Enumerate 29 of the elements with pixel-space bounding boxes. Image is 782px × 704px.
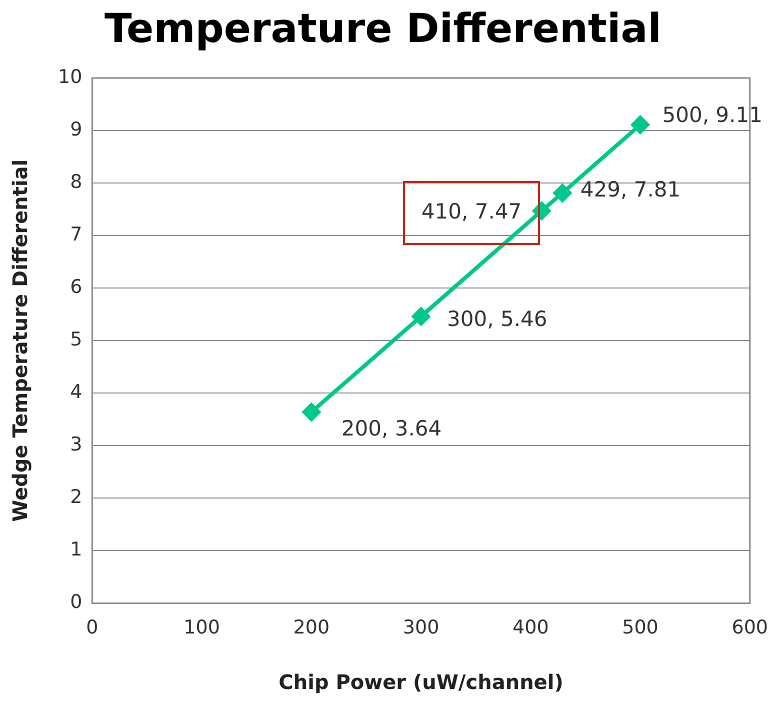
data-label: 410, 7.47 bbox=[421, 199, 522, 224]
x-tick-label: 400 bbox=[512, 616, 549, 639]
y-tick-label: 1 bbox=[70, 538, 82, 561]
x-tick-label: 200 bbox=[293, 616, 330, 639]
y-tick-label: 2 bbox=[70, 486, 82, 508]
y-axis-title: Wedge Temperature Differential bbox=[8, 159, 32, 522]
x-tick-label: 0 bbox=[86, 616, 98, 639]
data-label: 429, 7.81 bbox=[580, 177, 681, 202]
y-tick-label: 10 bbox=[58, 66, 82, 88]
x-tick-label: 100 bbox=[184, 616, 220, 639]
y-tick-label: 9 bbox=[70, 118, 82, 140]
x-tick-label: 600 bbox=[732, 616, 768, 639]
y-tick-label: 7 bbox=[70, 223, 82, 246]
point bbox=[302, 403, 320, 422]
point bbox=[412, 307, 430, 326]
y-tick-label: 4 bbox=[70, 381, 82, 404]
y-tick-label: 0 bbox=[70, 591, 82, 614]
x-tick-label: 300 bbox=[402, 616, 440, 639]
data-label: 200, 3.64 bbox=[341, 416, 442, 440]
chart-title: Temperature Differential bbox=[104, 6, 662, 52]
x-tick-label: 500 bbox=[622, 616, 658, 639]
point bbox=[631, 116, 650, 134]
y-tick-label: 8 bbox=[70, 170, 82, 193]
y-tick-label: 5 bbox=[70, 328, 82, 351]
y-tick-label: 3 bbox=[70, 434, 82, 456]
point bbox=[553, 184, 572, 202]
data-label: 300, 5.46 bbox=[447, 306, 548, 331]
x-axis-title: Chip Power (uW/channel) bbox=[278, 670, 564, 694]
y-tick-label: 6 bbox=[70, 276, 82, 298]
